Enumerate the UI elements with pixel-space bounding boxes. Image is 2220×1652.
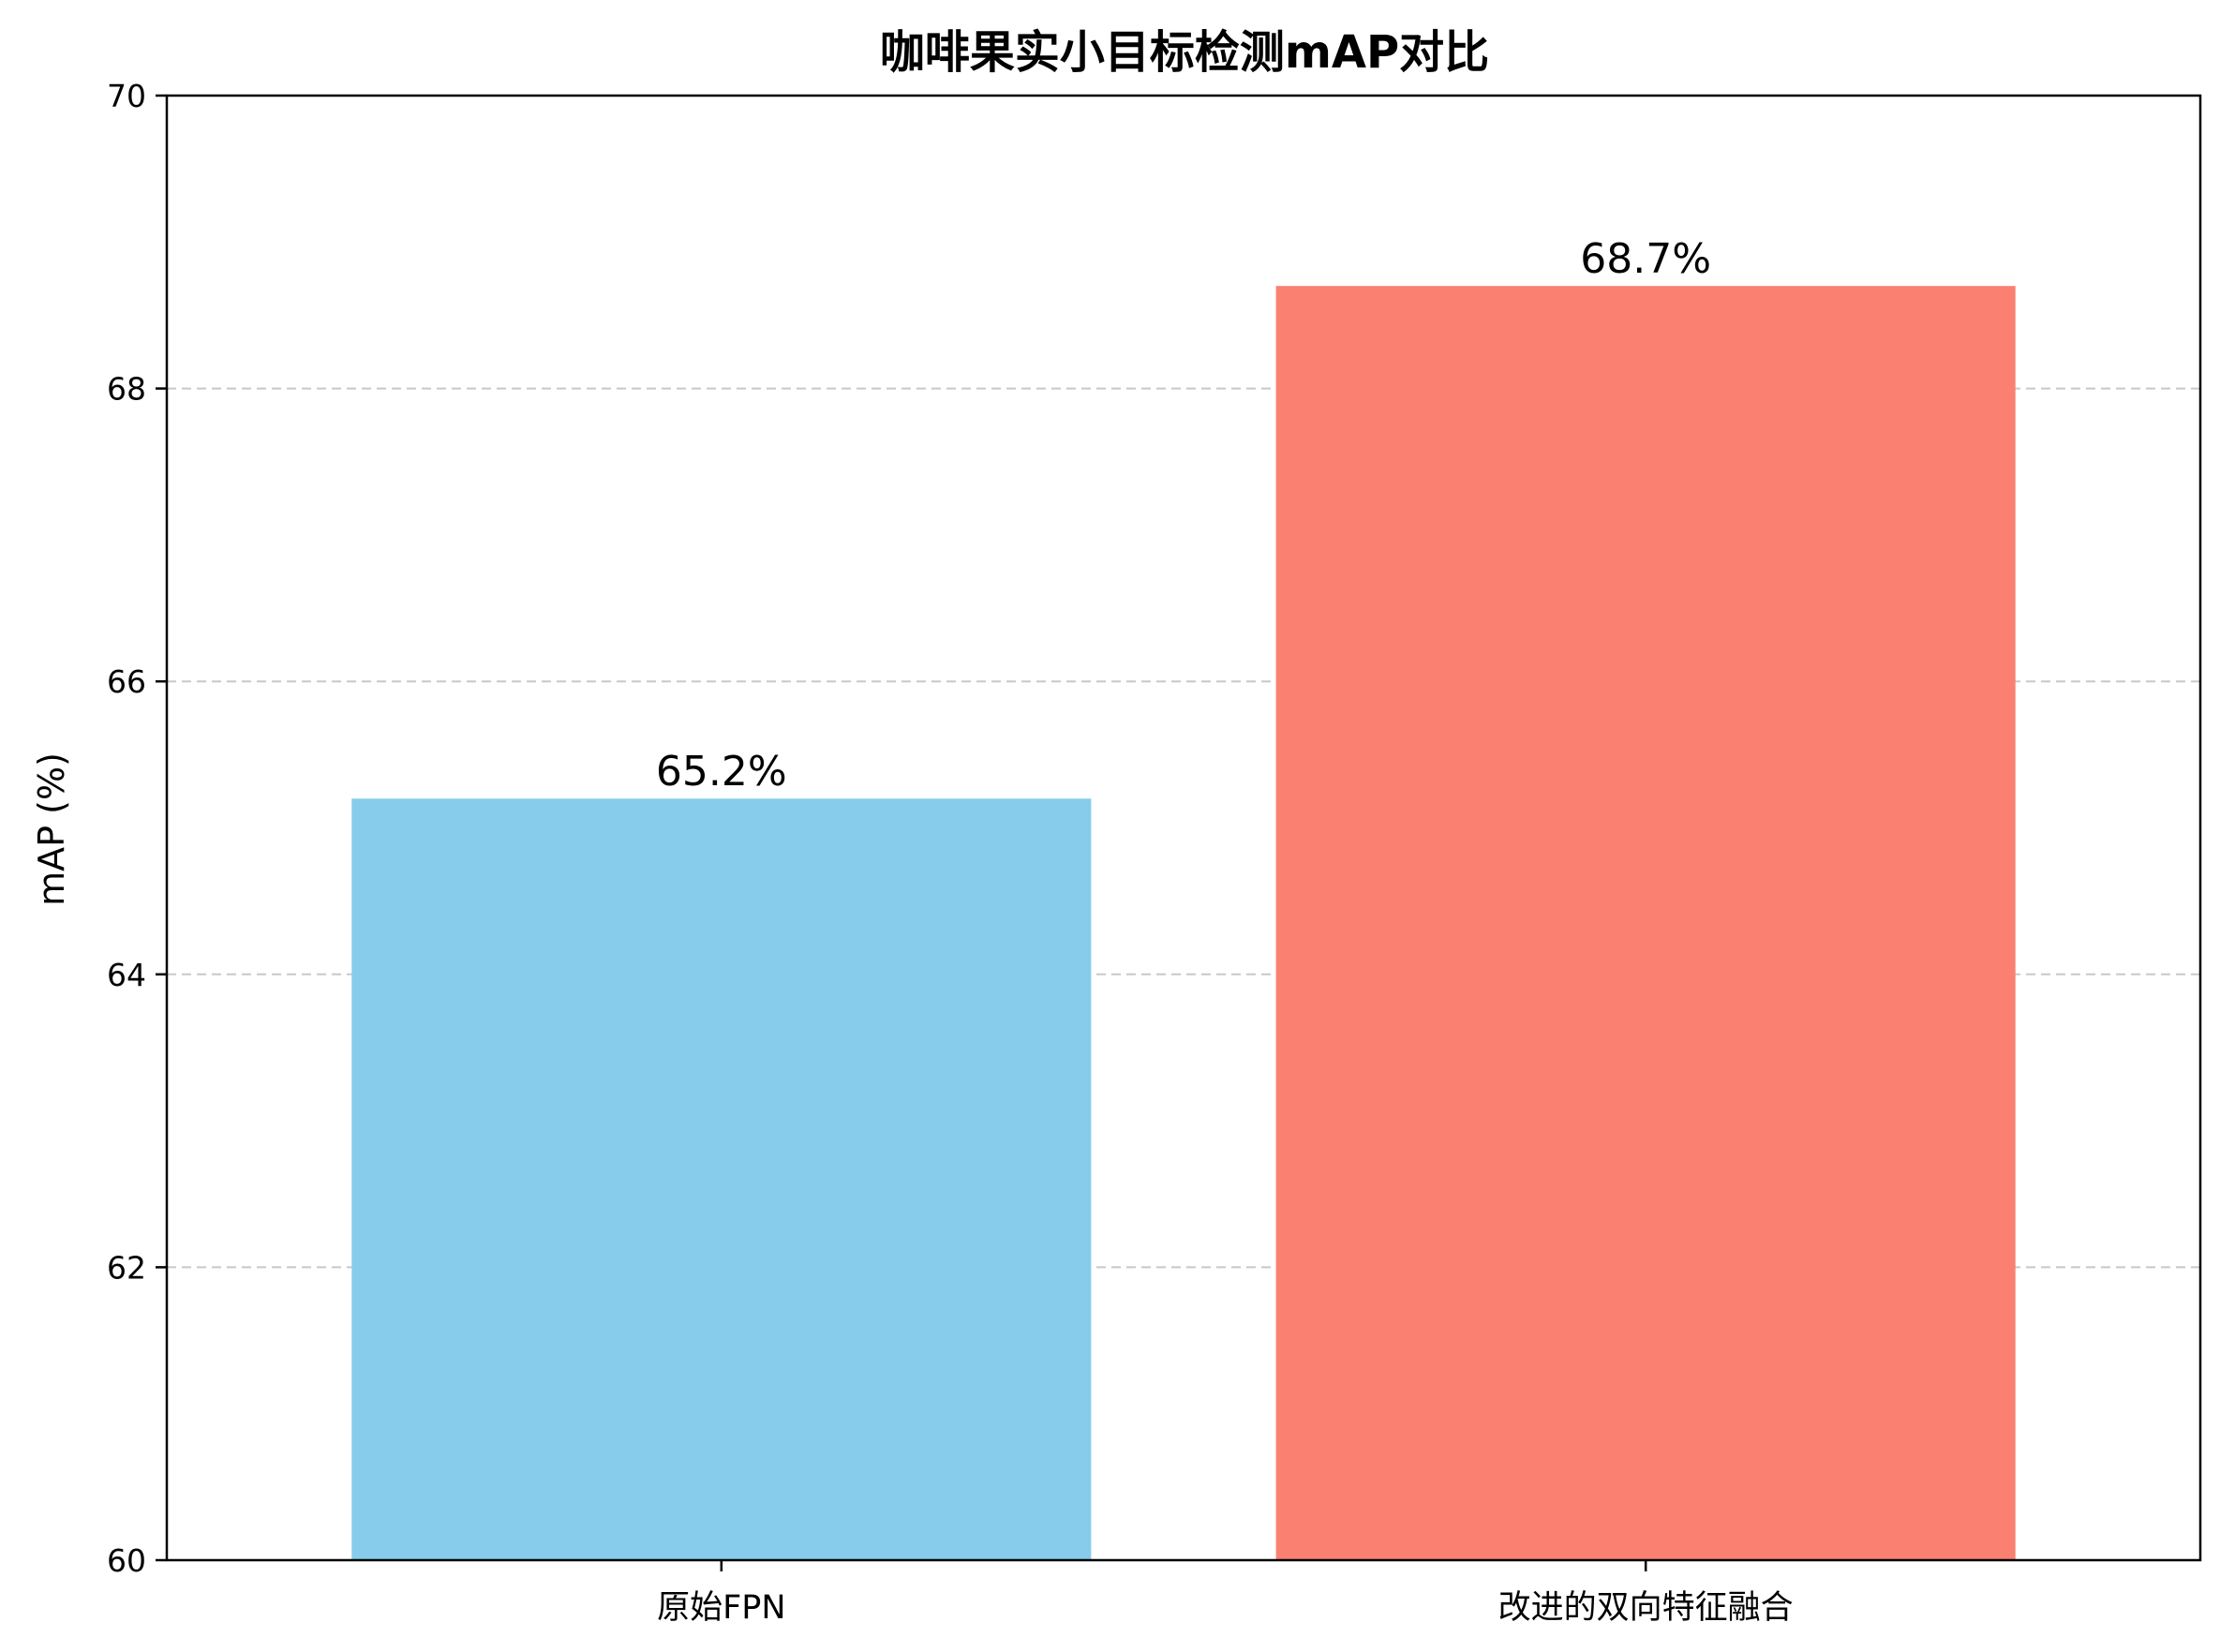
bars — [351, 286, 2016, 1561]
bar-value-label: 68.7% — [1580, 235, 1711, 283]
y-tick-label: 68 — [107, 371, 146, 408]
x-tick-label: 改进的双向特征融合 — [1498, 1589, 1794, 1627]
y-axis-ticks: 60 62 64 66 68 70 — [107, 78, 167, 1579]
x-tick-label: 原始FPN — [657, 1589, 785, 1627]
y-tick-label: 64 — [107, 957, 146, 993]
y-tick-label: 60 — [107, 1542, 146, 1579]
bar-value-label: 65.2% — [656, 748, 787, 796]
y-tick-label: 66 — [107, 663, 146, 700]
chart-title: 咖啡果实小目标检测mAP对比 — [880, 26, 1489, 79]
bar-value-labels: 65.2% 68.7% — [656, 235, 1711, 796]
bar-1 — [1275, 286, 2016, 1561]
y-tick-label: 70 — [107, 78, 146, 114]
x-axis-ticks: 原始FPN 改进的双向特征融合 — [657, 1560, 1794, 1627]
y-tick-label: 62 — [107, 1249, 146, 1286]
bar-0 — [351, 798, 1092, 1560]
y-axis-label: mAP (%) — [31, 752, 72, 906]
plot-area-frame — [165, 94, 2202, 1562]
